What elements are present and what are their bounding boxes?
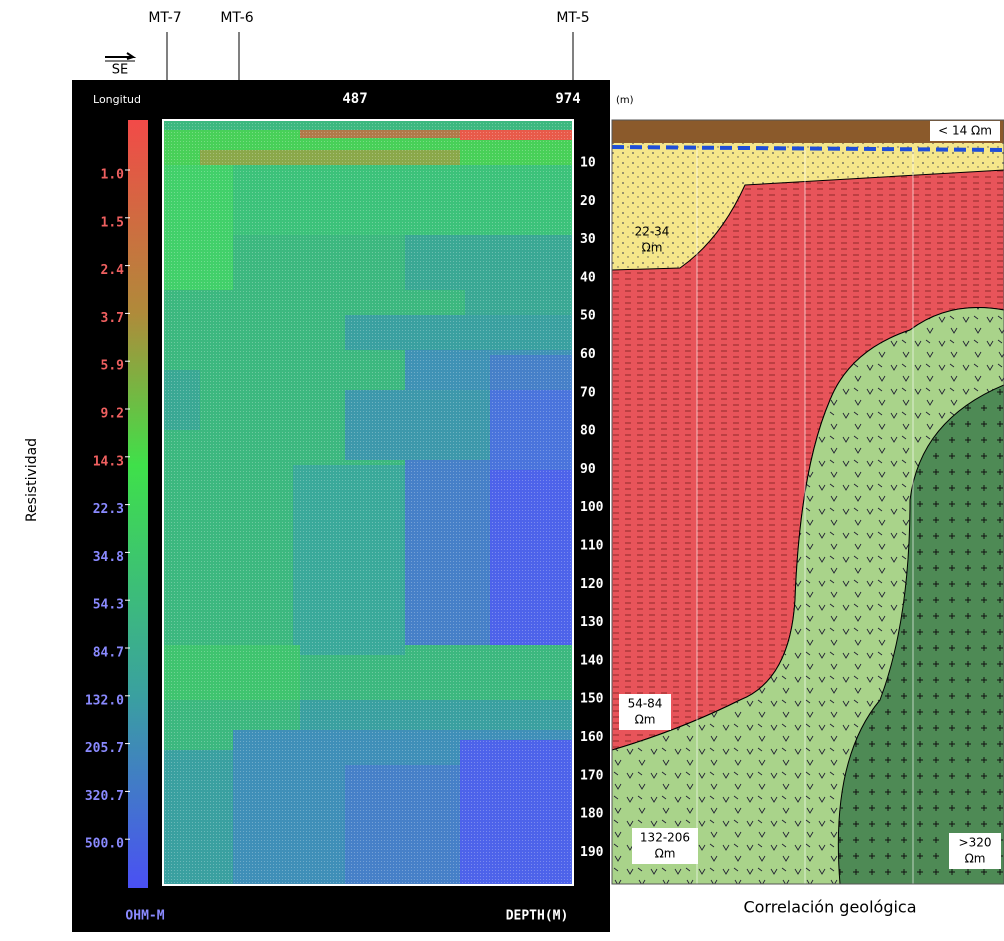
axis-title: Resistividad: [24, 438, 40, 522]
depth-value: 40: [580, 270, 596, 285]
depth-value: 130: [580, 615, 604, 630]
depth-value: 170: [580, 768, 604, 783]
depth-value: 100: [580, 500, 604, 515]
direction-label: SE: [112, 63, 128, 78]
depth-value: 10: [580, 156, 596, 171]
length-label: Longitud: [93, 93, 141, 106]
depth-label: DEPTH(M): [506, 909, 569, 924]
stations: MT-7 MT-6 MT-5: [148, 10, 590, 80]
scale-label: 1.0: [101, 168, 125, 183]
station-label: MT-5: [556, 10, 589, 26]
unit-label-box: [930, 121, 1000, 141]
scale-label: 2.4: [101, 263, 125, 278]
depth-labels: 10 20 30 40 50 60 70 80 90 100 110 120 130 140 150 160 1…: [580, 156, 604, 860]
unit-label-box: [949, 833, 1001, 869]
scale-label: 1.5: [101, 215, 124, 230]
depth-value: 180: [580, 807, 604, 822]
scale-label: 22.3: [93, 502, 124, 517]
scale-label: 320.7: [85, 789, 124, 804]
direction-arrow: [105, 52, 137, 60]
depth-value: 50: [580, 309, 596, 324]
unit-label: Ωm: [635, 713, 656, 727]
unit-label: >320: [959, 836, 992, 850]
depth-value: 80: [580, 424, 596, 439]
distance-tick: 487: [342, 91, 367, 107]
scale-label: 34.8: [93, 550, 124, 565]
geology-section: [611, 119, 1004, 885]
station-label: MT-6: [220, 10, 253, 26]
scale-unit: OHM-M: [125, 909, 164, 924]
unit-label: 132-206: [640, 831, 690, 845]
resistivity-section: [162, 119, 574, 886]
caption: Correlación geológica: [743, 898, 916, 917]
depth-value: 140: [580, 653, 604, 668]
depth-value: 110: [580, 539, 604, 554]
scale-label: 54.3: [93, 598, 124, 613]
unit-label: 22-34: [635, 225, 670, 239]
depth-value: 20: [580, 194, 596, 209]
color-bar: [128, 120, 148, 888]
unit-labels: < 14 Ωm 22-34 Ωm 54-84 Ωm 132-206 Ωm >320 Ωm: [619, 121, 1001, 869]
scale-label: 132.0: [85, 693, 124, 708]
depth-value: 30: [580, 232, 596, 247]
station-label: MT-7: [148, 10, 181, 26]
unit-label: Ωm: [655, 847, 676, 861]
scale-label: 205.7: [85, 741, 124, 756]
scale-label: 84.7: [93, 646, 124, 661]
depth-value: 160: [580, 730, 604, 745]
distance-unit: (m): [616, 95, 634, 106]
unit-label-box: [619, 694, 671, 730]
unit-label: Ωm: [642, 241, 663, 255]
unit-label: < 14 Ωm: [938, 124, 992, 138]
scale-label: 5.9: [101, 359, 124, 374]
unit-label-box: [632, 828, 698, 864]
scale-label: 14.3: [93, 454, 124, 469]
depth-value: 70: [580, 385, 596, 400]
scale-label: 500.0: [85, 837, 124, 852]
scale-labels: 1.0 1.5 2.4 3.7 5.9 9.2 14.3 22.3 34.8 54.3 84.7 13…: [85, 168, 130, 852]
depth-value: 150: [580, 692, 604, 707]
unit-label: Ωm: [965, 852, 986, 866]
depth-value: 60: [580, 347, 596, 362]
scale-label: 3.7: [101, 311, 124, 326]
scale-label: 9.2: [101, 407, 124, 422]
depth-value: 90: [580, 462, 596, 477]
depth-value: 120: [580, 577, 604, 592]
unit-label: 54-84: [628, 697, 663, 711]
distance-tick: 974: [555, 91, 580, 107]
depth-value: 190: [580, 845, 604, 860]
